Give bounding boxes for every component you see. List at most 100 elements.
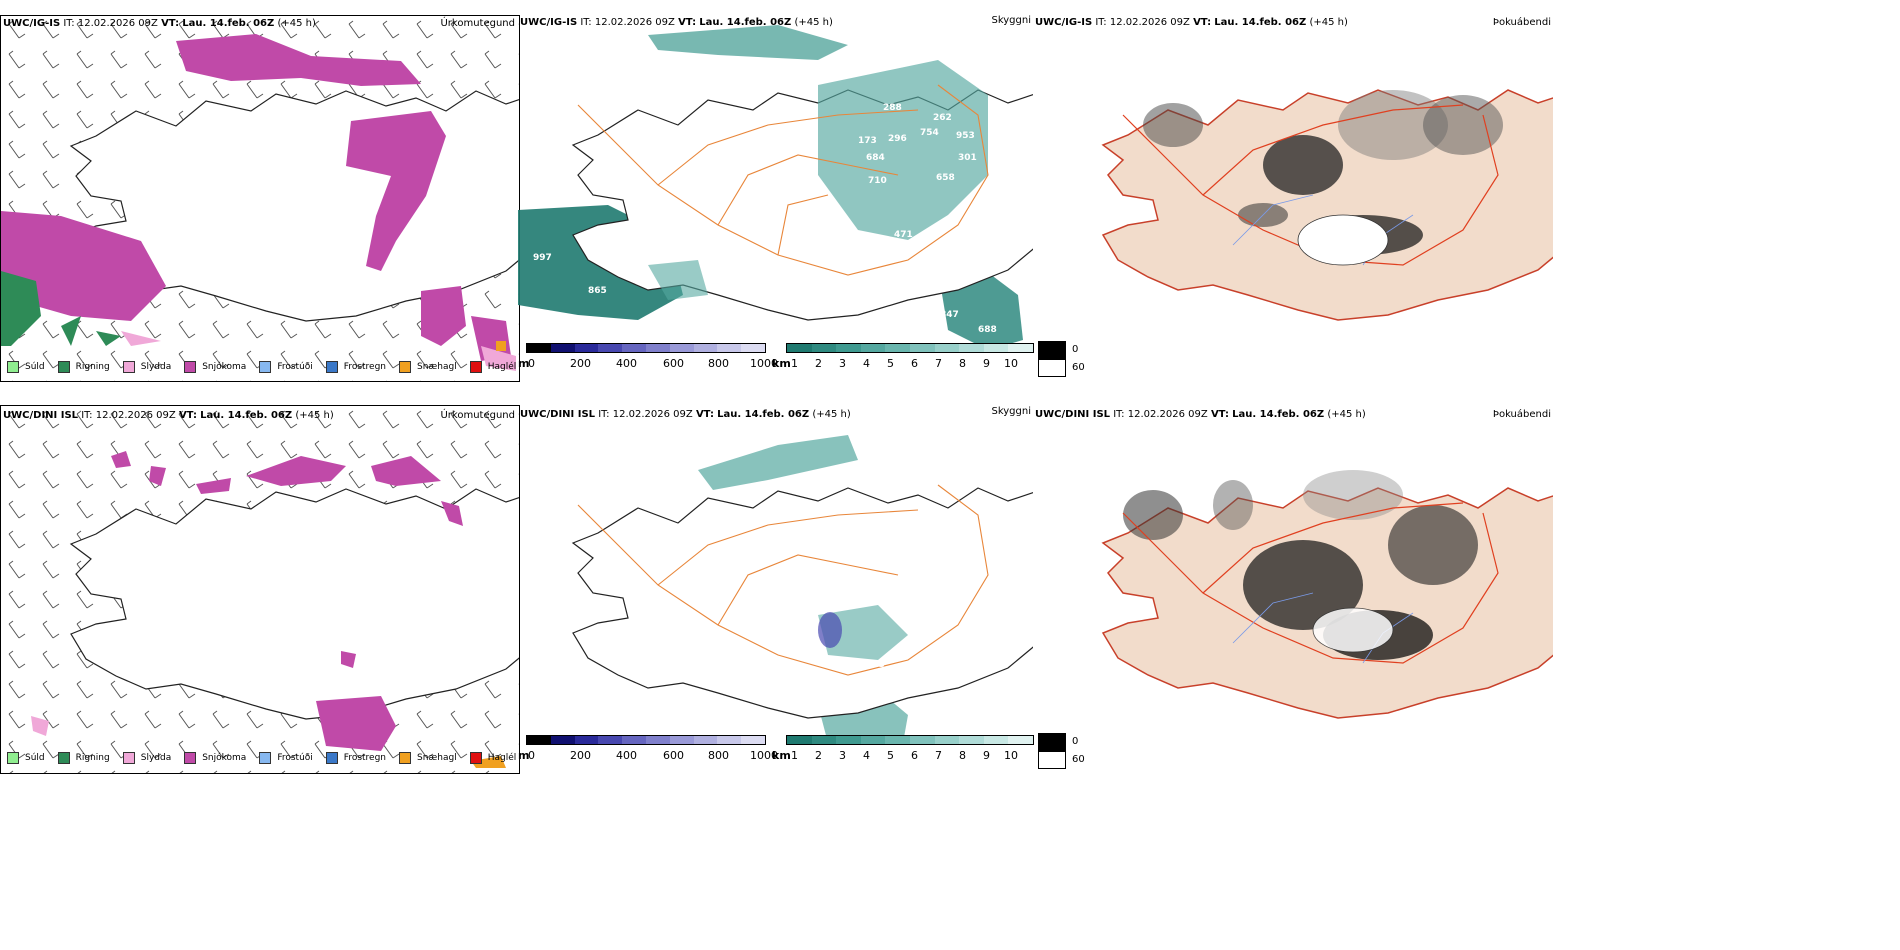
legend-swatch — [7, 752, 19, 764]
lead-time: (+45 h) — [812, 409, 851, 420]
visibility-colorbar — [786, 343, 1034, 353]
low-visibility-patch — [648, 260, 708, 300]
vis-value: 997 — [533, 253, 552, 263]
panel-header: UWC/IG-IS IT: 12.02.2026 09Z VT: Lau. 14… — [520, 17, 833, 28]
vis-value: 658 — [936, 173, 955, 183]
legend-swatch — [57, 752, 70, 764]
colorbars-bottom: m 0 200 400 600 800 1000 km 1 2 3 4 5 6 … — [518, 735, 1038, 765]
low-visibility-area-interior — [818, 605, 908, 660]
visibility-map-top: 288 262 953 754 296 173 684 301 658 710 … — [518, 15, 1033, 380]
init-time: 12.02.2026 09Z — [612, 409, 693, 420]
vis-value: 209 — [890, 245, 909, 255]
cbar-label: 4 — [863, 749, 870, 762]
legend-item: Frostregn — [325, 752, 386, 764]
panel-title: Úrkomutegund — [440, 410, 515, 421]
legend-item: Snjókoma — [184, 361, 246, 373]
legend-swatch — [7, 361, 19, 373]
visibility-map-bottom: 786 233 UWC/DINI ISL IT: 12.02.2026 09Z … — [518, 405, 1033, 743]
panel-header: UWC/IG-IS IT: 12.02.2026 09Z VT: Lau. 14… — [1035, 17, 1348, 28]
cbar-label: 800 — [708, 357, 729, 370]
vis-value: 710 — [868, 176, 887, 186]
snow-area-northeast — [371, 456, 441, 486]
fog-legend-label: 60 — [1072, 754, 1085, 765]
it-label: IT: — [1095, 17, 1107, 28]
cbar-label: 2 — [815, 357, 822, 370]
cbar-label: 7 — [935, 357, 942, 370]
vt-label: VT: — [1193, 17, 1212, 28]
snow-area-north — [246, 456, 346, 486]
precip-legend: Súld Rigning Slydda Snjókoma Frostúði Fr… — [7, 361, 519, 373]
it-label: IT: — [580, 17, 592, 28]
model-name: UWC/DINI ISL — [3, 410, 79, 421]
legend-item: Snjókoma — [184, 752, 246, 764]
visibility-labels: 288 262 953 754 296 173 684 301 658 710 … — [533, 103, 997, 335]
legend-item: Frostúði — [259, 752, 313, 764]
panel-title: Þokuábendi — [1492, 17, 1551, 28]
rain-patches — [61, 316, 121, 346]
valid-time: Lau. 14.feb. 06Z — [200, 410, 293, 421]
vis-value: 288 — [883, 103, 902, 113]
legend-item: Frostregn — [325, 361, 386, 373]
cbar-label: 7 — [935, 749, 942, 762]
lead-time: (+45 h) — [1327, 409, 1366, 420]
legend-swatch — [469, 752, 482, 764]
legend-swatch — [184, 752, 197, 764]
snow-area-west — [1, 211, 166, 321]
cbar-label: 3 — [839, 749, 846, 762]
legend-item: Snæhagl — [399, 361, 457, 373]
vt-label: VT: — [1210, 409, 1229, 420]
low-visibility-area-north — [648, 25, 848, 60]
fog-legend-label: 0 — [1072, 736, 1079, 747]
rain-area-west — [1, 271, 41, 346]
legend-item: Frostúði — [259, 361, 313, 373]
lead-time: (+45 h) — [1309, 17, 1348, 28]
vis-value: 684 — [866, 153, 885, 163]
cloud-base-unit: m — [518, 357, 530, 370]
sleet-patch — [31, 716, 49, 736]
road-network — [577, 484, 989, 676]
panel-title: Skyggni — [991, 15, 1031, 26]
fog-legend-white-swatch — [1038, 359, 1066, 377]
cbar-label: 1 — [791, 749, 798, 762]
legend-item: Súld — [7, 361, 45, 373]
lead-time: (+45 h) — [794, 17, 833, 28]
cbar-label: 5 — [887, 749, 894, 762]
init-time: 12.02.2026 09Z — [1127, 409, 1208, 420]
init-time: 12.02.2026 09Z — [77, 18, 158, 29]
vis-value: 754 — [920, 128, 939, 138]
glacier-vatnajokull — [1297, 214, 1389, 266]
model-name: UWC/DINI ISL — [520, 409, 596, 420]
cbar-label: 800 — [708, 749, 729, 762]
it-label: IT: — [598, 409, 610, 420]
visibility-map-top-canvas: 288 262 953 754 296 173 684 301 658 710 … — [518, 25, 1033, 350]
legend-item: Haglél — [469, 361, 516, 373]
cbar-label: 200 — [570, 357, 591, 370]
cbar-label: 6 — [911, 749, 918, 762]
snow-area-southeast — [421, 286, 511, 361]
fog-legend-black-swatch — [1038, 733, 1066, 751]
legend-swatch — [399, 752, 412, 764]
fog-legend-white-swatch — [1038, 751, 1066, 769]
legend-item: Súld — [7, 752, 45, 764]
panel-header: UWC/DINI ISL IT: 12.02.2026 09Z VT: Lau.… — [1035, 409, 1366, 420]
legend-item: Slydda — [122, 361, 171, 373]
cbar-label: 1000 — [750, 357, 778, 370]
legend-item: Haglél — [469, 752, 516, 764]
fog-legend-black-swatch — [1038, 341, 1066, 359]
precip-legend: Súld Rigning Slydda Snjókoma Frostúði Fr… — [7, 752, 519, 764]
lead-time: (+45 h) — [295, 410, 334, 421]
low-cloud-base-patch — [818, 612, 842, 648]
legend-item: Rigning — [57, 361, 110, 373]
visibility-unit: km — [772, 357, 791, 370]
cbar-label: 10 — [1004, 749, 1018, 762]
legend-item: Snæhagl — [399, 752, 457, 764]
legend-swatch — [325, 361, 338, 373]
panel-title: Skyggni — [991, 406, 1031, 417]
cloud-base-unit: m — [518, 749, 530, 762]
cbar-label: 5 — [887, 357, 894, 370]
legend-swatch — [122, 752, 135, 764]
precip-type-map-bottom: UWC/DINI ISL IT: 12.02.2026 09Z VT: Lau.… — [0, 405, 520, 774]
snow-area-south — [316, 696, 396, 751]
vis-value: 786 — [838, 473, 857, 483]
snow-pellets-patch — [471, 756, 506, 768]
